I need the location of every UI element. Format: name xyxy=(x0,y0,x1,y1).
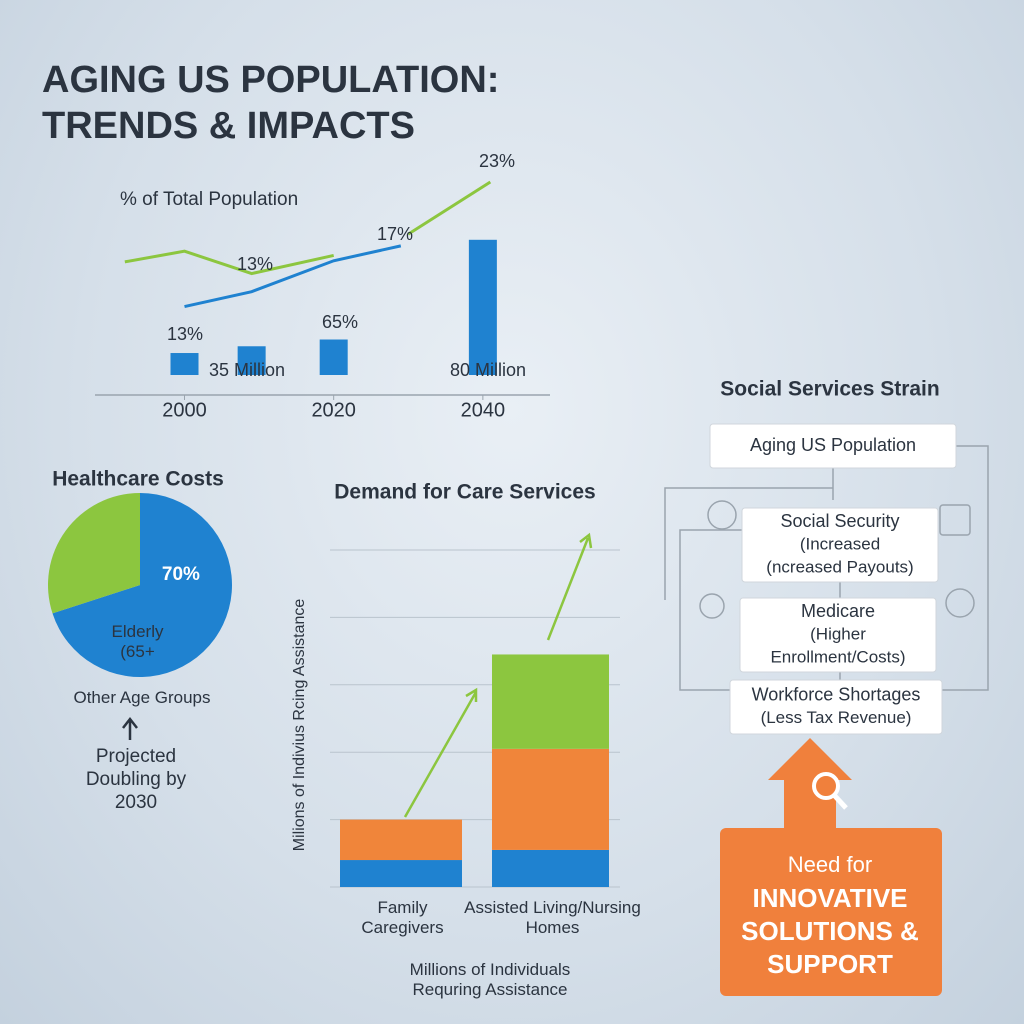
value-label: 70% xyxy=(162,564,200,585)
category-label: Elderly (65+ xyxy=(111,622,164,662)
node-sub: (Increased xyxy=(800,534,880,553)
diagram-title: Social Services Strain xyxy=(720,378,939,401)
y-axis-label: Milions of Indivius Rcing Assistance xyxy=(291,599,308,852)
callout-headline: SOLUTIONS & xyxy=(741,916,919,946)
title-line: AGING US POPULATION: xyxy=(42,59,499,101)
bar xyxy=(319,339,348,375)
node-label: Aging US Population xyxy=(750,435,916,455)
flow-node xyxy=(739,597,937,673)
callout-box xyxy=(720,828,942,996)
title-line: TRENDS & IMPACTS xyxy=(42,105,415,147)
up-arrow xyxy=(768,738,852,830)
bar xyxy=(170,353,199,375)
node-sub: (Higher xyxy=(810,624,866,643)
chart-title: Demand for Care Services xyxy=(334,481,595,504)
node-label: Social Security xyxy=(780,511,899,531)
bar-segment xyxy=(340,819,462,861)
annotation: 35 Million xyxy=(209,360,285,380)
bar-segment xyxy=(340,860,462,887)
callout-headline: SUPPORT xyxy=(767,949,893,979)
annotation: 17% xyxy=(377,224,413,244)
flow-node xyxy=(741,507,939,583)
node-label: Workforce Shortages xyxy=(752,684,921,704)
annotation: 80 Million xyxy=(450,360,526,380)
callout-lead: Need for xyxy=(788,852,872,877)
chart-title: Healthcare Costs xyxy=(52,468,224,491)
node-sub: (ncreased Payouts) xyxy=(766,557,913,576)
annotation: Projected Doubling by 2030 xyxy=(85,746,187,813)
annotation: 13% xyxy=(167,324,203,344)
bar-segment xyxy=(492,654,609,749)
trend-arrow xyxy=(403,687,478,818)
connectors xyxy=(664,445,989,691)
arrow xyxy=(122,716,138,740)
annotation: 23% xyxy=(479,151,515,171)
flow-node xyxy=(709,423,957,469)
annotation: Other Age Groups xyxy=(73,688,211,707)
x-axis-label: Millions of Individuals Requring Assista… xyxy=(409,960,571,1000)
node-sub: (Less Tax Revenue) xyxy=(761,708,912,727)
x-tick-label: Assisted Living/Nursing Homes xyxy=(464,898,641,938)
flow-node xyxy=(729,679,943,735)
magnifier-icon xyxy=(832,793,848,810)
callout-headline: INNOVATIVE xyxy=(752,883,907,913)
x-tick-label: Family Caregivers xyxy=(361,898,444,938)
node-sub: Enrollment/Costs) xyxy=(770,647,905,666)
bar-segment xyxy=(492,849,609,887)
x-tick-label: 2040 xyxy=(461,399,506,421)
bar-segment xyxy=(492,748,609,850)
bar xyxy=(237,346,266,375)
node-label: Medicare xyxy=(801,601,875,621)
bar xyxy=(468,239,497,375)
pie-slice xyxy=(52,493,232,678)
line xyxy=(184,244,402,309)
annotation: 65% xyxy=(322,312,358,332)
magnifier-icon xyxy=(812,772,840,800)
trend-arrow xyxy=(546,532,593,641)
x-tick-label: 2020 xyxy=(311,399,356,421)
line xyxy=(124,249,335,276)
x-tick-label: 2000 xyxy=(162,399,207,421)
pie-slice xyxy=(48,493,140,614)
line xyxy=(407,180,492,236)
chart-subtitle: % of Total Population xyxy=(120,189,298,210)
annotation: 13% xyxy=(237,254,273,274)
